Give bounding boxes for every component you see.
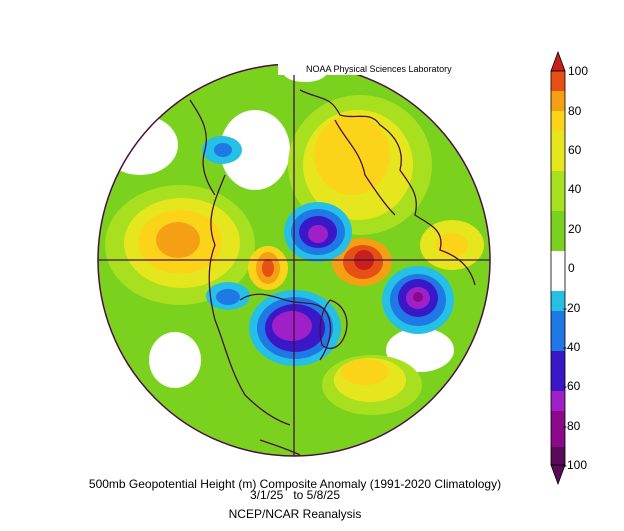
colorbar-outline [550,70,566,466]
near-zero-patch [149,332,201,388]
coastline-canada [239,293,332,361]
colorbar-segment-n60 [551,391,565,411]
colorbar-label: -60 [563,379,581,393]
colorbar-label: 0 [568,261,575,275]
anomaly-field [98,64,490,456]
colorbar: 100 80 60 40 20 0 -20 -40 -60 -80 -100 [550,50,588,486]
colorbar-segment-p10 [551,171,565,191]
high-europe-russia [288,95,432,235]
colorbar-segment-p20 [551,151,565,171]
low-central-russia [284,202,352,262]
colorbar-segment-n70 [551,411,565,431]
colorbar-segment-p80 [551,91,565,111]
colorbar-segment-p60 [551,111,565,131]
near-zero-patch [386,328,454,372]
credit-box [278,61,488,75]
high-arctic-core [332,238,392,286]
high-siberia [420,220,484,270]
high-alaska-core [248,246,288,290]
caption-date-range: 3/1/25 to 5/8/25 [249,488,341,502]
colorbar-segment-n10 [551,291,565,311]
credit-label: NOAA Physical Sciences Laboratory [306,64,452,74]
low-hudson-bay [206,282,341,366]
colorbar-segment-p1 [551,231,565,251]
colorbar-segment-zero [551,251,565,291]
colorbar-segment-n100 [551,447,565,465]
low-east-siberia [382,266,454,334]
colorbar-label: -80 [563,419,581,433]
colorbar-segment-p5 [551,191,565,211]
colorbar-label: 20 [568,222,582,236]
colorbar-label: 40 [568,182,582,196]
colorbar-segment-n40 [551,351,565,371]
coastline-asia-east [189,99,216,196]
colorbar-segment-n20 [551,311,565,331]
caption-title: 500mb Geopotential Height (m) Composite … [88,477,502,491]
coastlines [189,89,476,456]
coastline-eurasia [299,89,476,286]
colorbar-label: 80 [568,104,582,118]
near-zero-patch [220,110,290,190]
polar-map [97,63,491,457]
colorbar-segment-n80 [551,431,565,447]
high-greenland-atlantic [322,355,422,415]
colorbar-segment-p100 [551,71,565,91]
colorbar-label: -40 [563,340,581,354]
near-zero-patch [102,115,178,175]
colorbar-segment-p2 [551,211,565,231]
coastline-north-america [208,174,291,426]
coastline-greenland [319,299,348,349]
colorbar-segment-n30 [551,331,565,351]
colorbar-segment-p40 [551,131,565,151]
colorbar-labels: 100 80 60 40 20 0 -20 -40 -60 -80 -100 [563,64,588,472]
colorbar-label: 60 [568,143,582,157]
colorbar-label: -20 [563,301,581,315]
colorbar-top-arrow [550,50,566,72]
caption-source: NCEP/NCAR Reanalysis [228,507,362,521]
coastline-south-america [259,439,301,456]
colorbar-label: -100 [563,458,587,472]
coastline-europe [334,119,396,216]
high-north-pacific [105,185,255,305]
colorbar-segment-n50 [551,371,565,391]
low-kamchatka [202,136,242,164]
colorbar-label: 100 [568,64,588,78]
